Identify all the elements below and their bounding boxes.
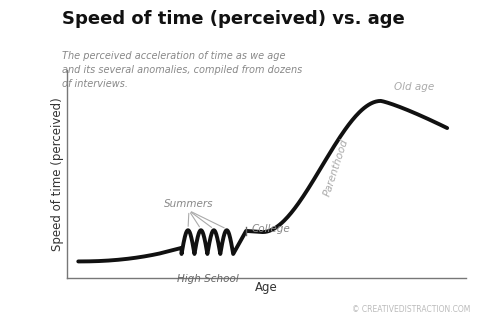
Text: The perceived acceleration of time as we age
and its several anomalies, compiled: The perceived acceleration of time as we… [62,51,303,89]
Text: Speed of time (perceived) vs. age: Speed of time (perceived) vs. age [62,10,405,28]
Text: High School: High School [177,274,238,284]
Text: © CREATIVEDISTRACTION.COM: © CREATIVEDISTRACTION.COM [352,305,470,314]
X-axis label: Age: Age [255,281,278,294]
Text: Old age: Old age [394,82,434,92]
Text: Summers: Summers [164,199,214,210]
Y-axis label: Speed of time (perceived): Speed of time (perceived) [51,98,64,251]
Text: Parenthood: Parenthood [323,138,350,198]
Text: College: College [252,224,290,234]
